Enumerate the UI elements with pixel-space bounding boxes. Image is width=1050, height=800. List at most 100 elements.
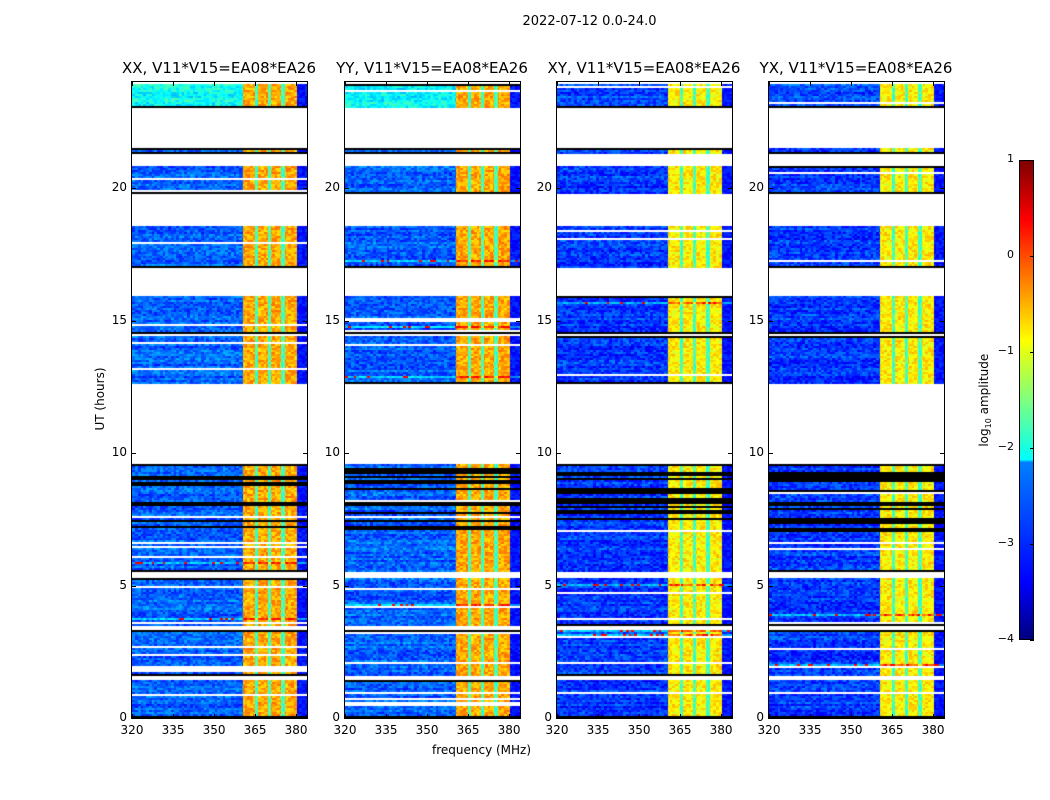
waterfall-panel-1 (344, 81, 521, 719)
colorbar-tick-label: −1 (997, 344, 1014, 357)
y-tick-label: 15 (324, 312, 340, 327)
x-tick-mark (810, 714, 812, 718)
y-tick-mark (345, 718, 349, 719)
x-tick-label: 365 (243, 723, 267, 737)
colorbar-tick-label: −3 (997, 536, 1014, 549)
y-tick-mark (303, 320, 307, 322)
y-tick-label: 5 (119, 577, 127, 592)
x-tick-mark (173, 82, 175, 86)
x-tick-mark (892, 82, 894, 86)
waterfall-image (345, 82, 520, 718)
y-tick-mark (132, 188, 136, 189)
waterfall-panel-0 (131, 81, 308, 719)
y-tick-mark (516, 453, 520, 454)
colorbar-tick-label: −4 (997, 632, 1014, 645)
x-tick-mark (933, 82, 935, 86)
x-tick-mark (598, 82, 600, 86)
y-tick-label: 20 (324, 180, 340, 194)
colorbar-tick-label: 1 (1007, 152, 1014, 165)
y-tick-label: 20 (536, 180, 552, 194)
y-tick-mark (769, 718, 773, 719)
y-tick-label: 10 (111, 445, 127, 459)
x-tick-mark (721, 714, 723, 718)
y-tick-label: 20 (111, 180, 127, 194)
x-tick-label: 365 (880, 723, 904, 737)
x-tick-mark (132, 714, 133, 718)
y-tick-mark (940, 718, 944, 719)
y-tick-mark (557, 188, 561, 189)
panel-title: XX, V11*V15=EA08*EA26 (121, 59, 316, 77)
y-tick-label: 0 (332, 710, 340, 724)
x-tick-label: 350 (627, 723, 651, 737)
x-tick-mark (769, 714, 770, 718)
x-tick-mark (214, 714, 216, 718)
colorbar (1019, 160, 1034, 640)
x-tick-mark (296, 714, 298, 718)
colorbar-label: log10 amplitude (976, 353, 994, 447)
x-tick-label: 380 (709, 723, 733, 737)
waterfall-image (132, 82, 307, 718)
y-tick-mark (940, 585, 944, 587)
y-tick-mark (940, 320, 944, 322)
x-tick-mark (468, 82, 470, 86)
x-tick-label: 350 (839, 723, 863, 737)
y-tick-label: 10 (748, 445, 764, 459)
x-tick-mark (427, 714, 429, 718)
x-tick-mark (509, 714, 511, 718)
y-tick-label: 10 (536, 445, 552, 459)
x-tick-mark (680, 714, 682, 718)
x-tick-mark (680, 82, 682, 86)
x-tick-mark (639, 82, 641, 86)
y-tick-mark (303, 718, 307, 719)
y-tick-mark (728, 320, 732, 322)
colorbar-tick-label: 0 (1007, 248, 1014, 261)
y-tick-mark (557, 718, 561, 719)
panel-title: XY, V11*V15=EA08*EA26 (547, 59, 741, 77)
y-tick-mark (940, 453, 944, 454)
y-tick-mark (345, 453, 349, 454)
y-tick-mark (303, 453, 307, 454)
waterfall-image (769, 82, 944, 718)
x-tick-mark (345, 714, 346, 718)
colorbar-tick-mark (1030, 640, 1034, 641)
y-tick-mark (516, 585, 520, 587)
x-tick-mark (810, 82, 812, 86)
x-tick-mark (132, 82, 133, 86)
x-tick-label: 380 (921, 723, 945, 737)
x-tick-mark (173, 714, 175, 718)
x-tick-label: 320 (120, 723, 144, 737)
y-tick-label: 0 (544, 710, 552, 724)
y-tick-label: 5 (544, 577, 552, 592)
x-tick-label: 380 (284, 723, 308, 737)
x-tick-mark (639, 714, 641, 718)
y-tick-mark (303, 585, 307, 587)
y-tick-mark (345, 320, 349, 322)
x-tick-mark (255, 714, 257, 718)
colorbar-tick-mark (1030, 160, 1034, 161)
y-tick-mark (728, 585, 732, 587)
x-tick-mark (851, 714, 853, 718)
x-tick-mark (214, 82, 216, 86)
y-tick-label: 0 (756, 710, 764, 724)
x-tick-label: 350 (202, 723, 226, 737)
y-tick-label: 10 (324, 445, 340, 459)
y-tick-mark (728, 718, 732, 719)
x-tick-label: 350 (415, 723, 439, 737)
y-tick-mark (132, 320, 136, 322)
colorbar-tick-mark (1030, 448, 1034, 449)
x-tick-mark (255, 82, 257, 86)
x-tick-mark (386, 82, 388, 86)
x-tick-mark (721, 82, 723, 86)
waterfall-image (557, 82, 732, 718)
colorbar-tick-mark (1030, 544, 1034, 545)
y-tick-label: 5 (332, 577, 340, 592)
x-tick-label: 335 (374, 723, 398, 737)
y-tick-mark (769, 453, 773, 454)
x-tick-label: 365 (456, 723, 480, 737)
y-tick-label: 5 (756, 577, 764, 592)
x-tick-label: 365 (668, 723, 692, 737)
y-tick-mark (728, 453, 732, 454)
x-tick-mark (851, 82, 853, 86)
y-tick-mark (940, 188, 944, 189)
y-tick-label: 15 (536, 312, 552, 327)
